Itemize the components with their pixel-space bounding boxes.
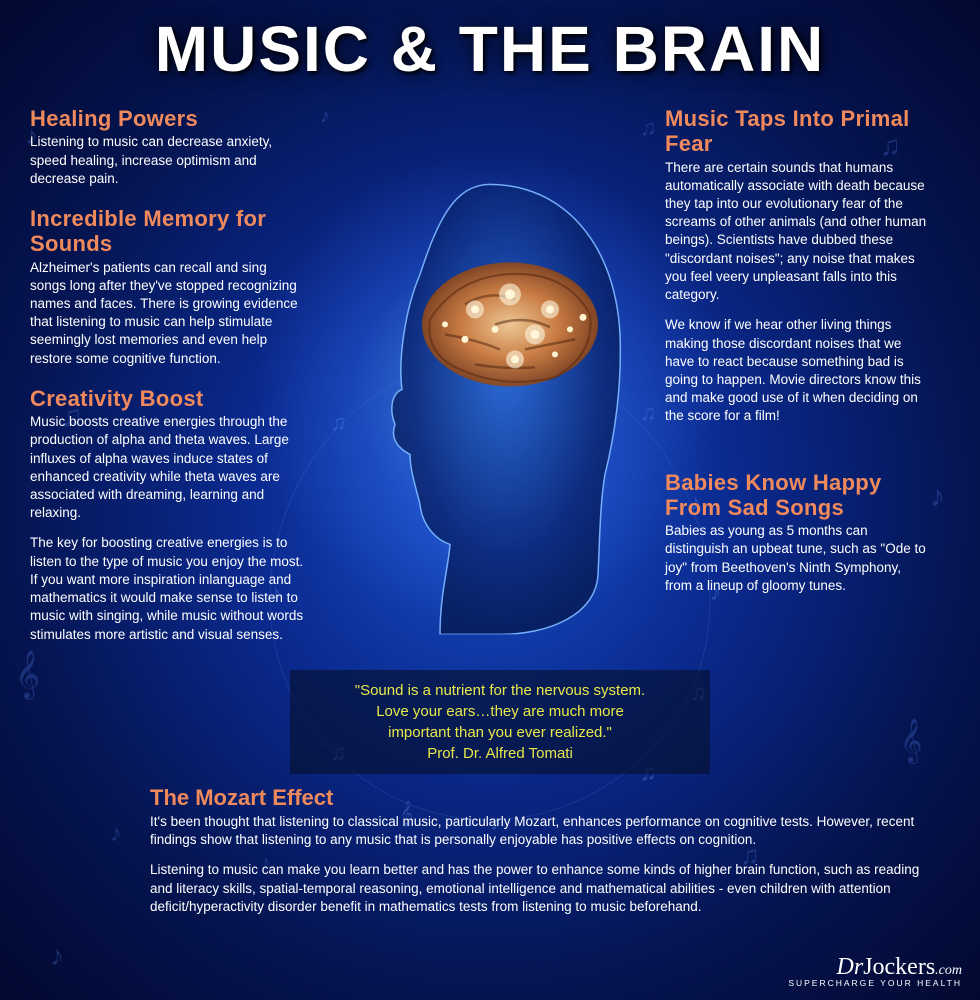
logo-main: Jockers (863, 954, 935, 980)
section-body: Listening to music can make you learn be… (150, 861, 930, 897)
quote-line: Love your ears…they are much more (376, 703, 624, 720)
music-note-icon: ♪ (110, 820, 122, 848)
section-creativity: Creativity Boost Music boosts creative e… (30, 386, 305, 644)
section-body: deficit/hyperactivity disorder benefit i… (150, 898, 930, 916)
logo-tagline: SUPERCHARGE YOUR HEALTH (788, 978, 962, 988)
logo-domain: .com (935, 963, 962, 978)
quote-box: "Sound is a nutrient for the nervous sys… (290, 670, 710, 774)
section-memory-sounds: Incredible Memory for Sounds Alzheimer's… (30, 206, 305, 368)
section-heading: Creativity Boost (30, 386, 305, 411)
section-primal-fear: Music Taps Into Primal Fear There are ce… (665, 106, 930, 426)
section-body: There are certain sounds that humans aut… (665, 159, 930, 305)
section-babies: Babies Know Happy From Sad Songs Babies … (665, 470, 930, 595)
quote-line: important than you ever realized." (388, 724, 612, 741)
page-title: MUSIC & THE BRAIN (0, 0, 980, 86)
quote-author: Prof. Dr. Alfred Tomati (427, 745, 573, 762)
section-body: Listening to music can decrease anxiety,… (30, 133, 305, 188)
section-mozart-effect: The Mozart Effect It's been thought that… (150, 785, 930, 928)
site-logo: DrJockers.com SUPERCHARGE YOUR HEALTH (788, 954, 962, 988)
right-column: Music Taps Into Primal Fear There are ce… (665, 106, 930, 662)
section-heading: Music Taps Into Primal Fear (665, 106, 930, 157)
section-heading: Incredible Memory for Sounds (30, 206, 305, 257)
section-heading: The Mozart Effect (150, 785, 930, 811)
section-body: We know if we hear other living things m… (665, 316, 930, 425)
section-heading: Healing Powers (30, 106, 305, 131)
music-note-icon: ♪ (50, 940, 64, 972)
section-body: It's been thought that listening to clas… (150, 813, 930, 849)
section-body: The key for boosting creative energies i… (30, 534, 305, 643)
logo-prefix: Dr (837, 954, 864, 980)
section-body: Alzheimer's patients can recall and sing… (30, 259, 305, 368)
section-heading: Babies Know Happy From Sad Songs (665, 470, 930, 521)
section-body: Babies as young as 5 months can distingu… (665, 522, 930, 595)
section-body: Music boosts creative energies through t… (30, 413, 305, 522)
music-note-icon: 𝄞 (900, 720, 922, 763)
left-column: Healing Powers Listening to music can de… (30, 106, 305, 662)
section-healing-powers: Healing Powers Listening to music can de… (30, 106, 305, 188)
quote-line: "Sound is a nutrient for the nervous sys… (355, 682, 645, 699)
